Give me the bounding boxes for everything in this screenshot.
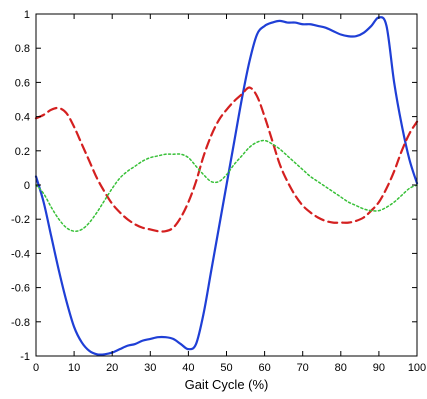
- series-line-2: [34, 86, 419, 233]
- y-tick-label-7: -0.4: [11, 248, 30, 260]
- plot-frame: [35, 13, 418, 357]
- x-tick-label-4: 40: [182, 362, 194, 374]
- x-tick-label-5: 50: [220, 362, 232, 374]
- ticks-layer: [35, 13, 418, 357]
- series-line-1: [34, 16, 419, 356]
- y-tick-label-2: 0.6: [15, 77, 30, 89]
- y-tick-label-1: 0.8: [15, 43, 30, 55]
- x-tick-label-10: 100: [408, 362, 426, 374]
- y-tick-label-10: -1: [20, 351, 30, 363]
- x-tick-label-0: 0: [33, 362, 39, 374]
- y-tick-label-3: 0.4: [15, 112, 30, 124]
- y-tick-label-4: 0.2: [15, 146, 30, 158]
- x-tick-label-6: 60: [258, 362, 270, 374]
- series-layer: [34, 16, 419, 356]
- x-tick-label-9: 90: [373, 362, 385, 374]
- y-tick-label-0: 1: [24, 9, 30, 21]
- y-tick-label-9: -0.8: [11, 317, 30, 329]
- x-axis-title: Gait Cycle (%): [185, 377, 269, 392]
- x-tick-label-7: 70: [297, 362, 309, 374]
- y-tick-label-8: -0.6: [11, 283, 30, 295]
- x-tick-label-8: 80: [335, 362, 347, 374]
- y-tick-label-5: 0: [24, 180, 30, 192]
- y-tick-label-6: -0.2: [11, 214, 30, 226]
- x-tick-label-2: 20: [106, 362, 118, 374]
- series-line-3: [35, 139, 418, 232]
- x-tick-labels: 0 10 20 30 40 50 60 70 80 90 100: [33, 362, 426, 374]
- x-tick-label-1: 10: [68, 362, 80, 374]
- y-tick-labels: 1 0.8 0.6 0.4 0.2 0 -0.2 -0.4 -0.6 -0.8 -1: [11, 9, 30, 363]
- x-tick-label-3: 30: [144, 362, 156, 374]
